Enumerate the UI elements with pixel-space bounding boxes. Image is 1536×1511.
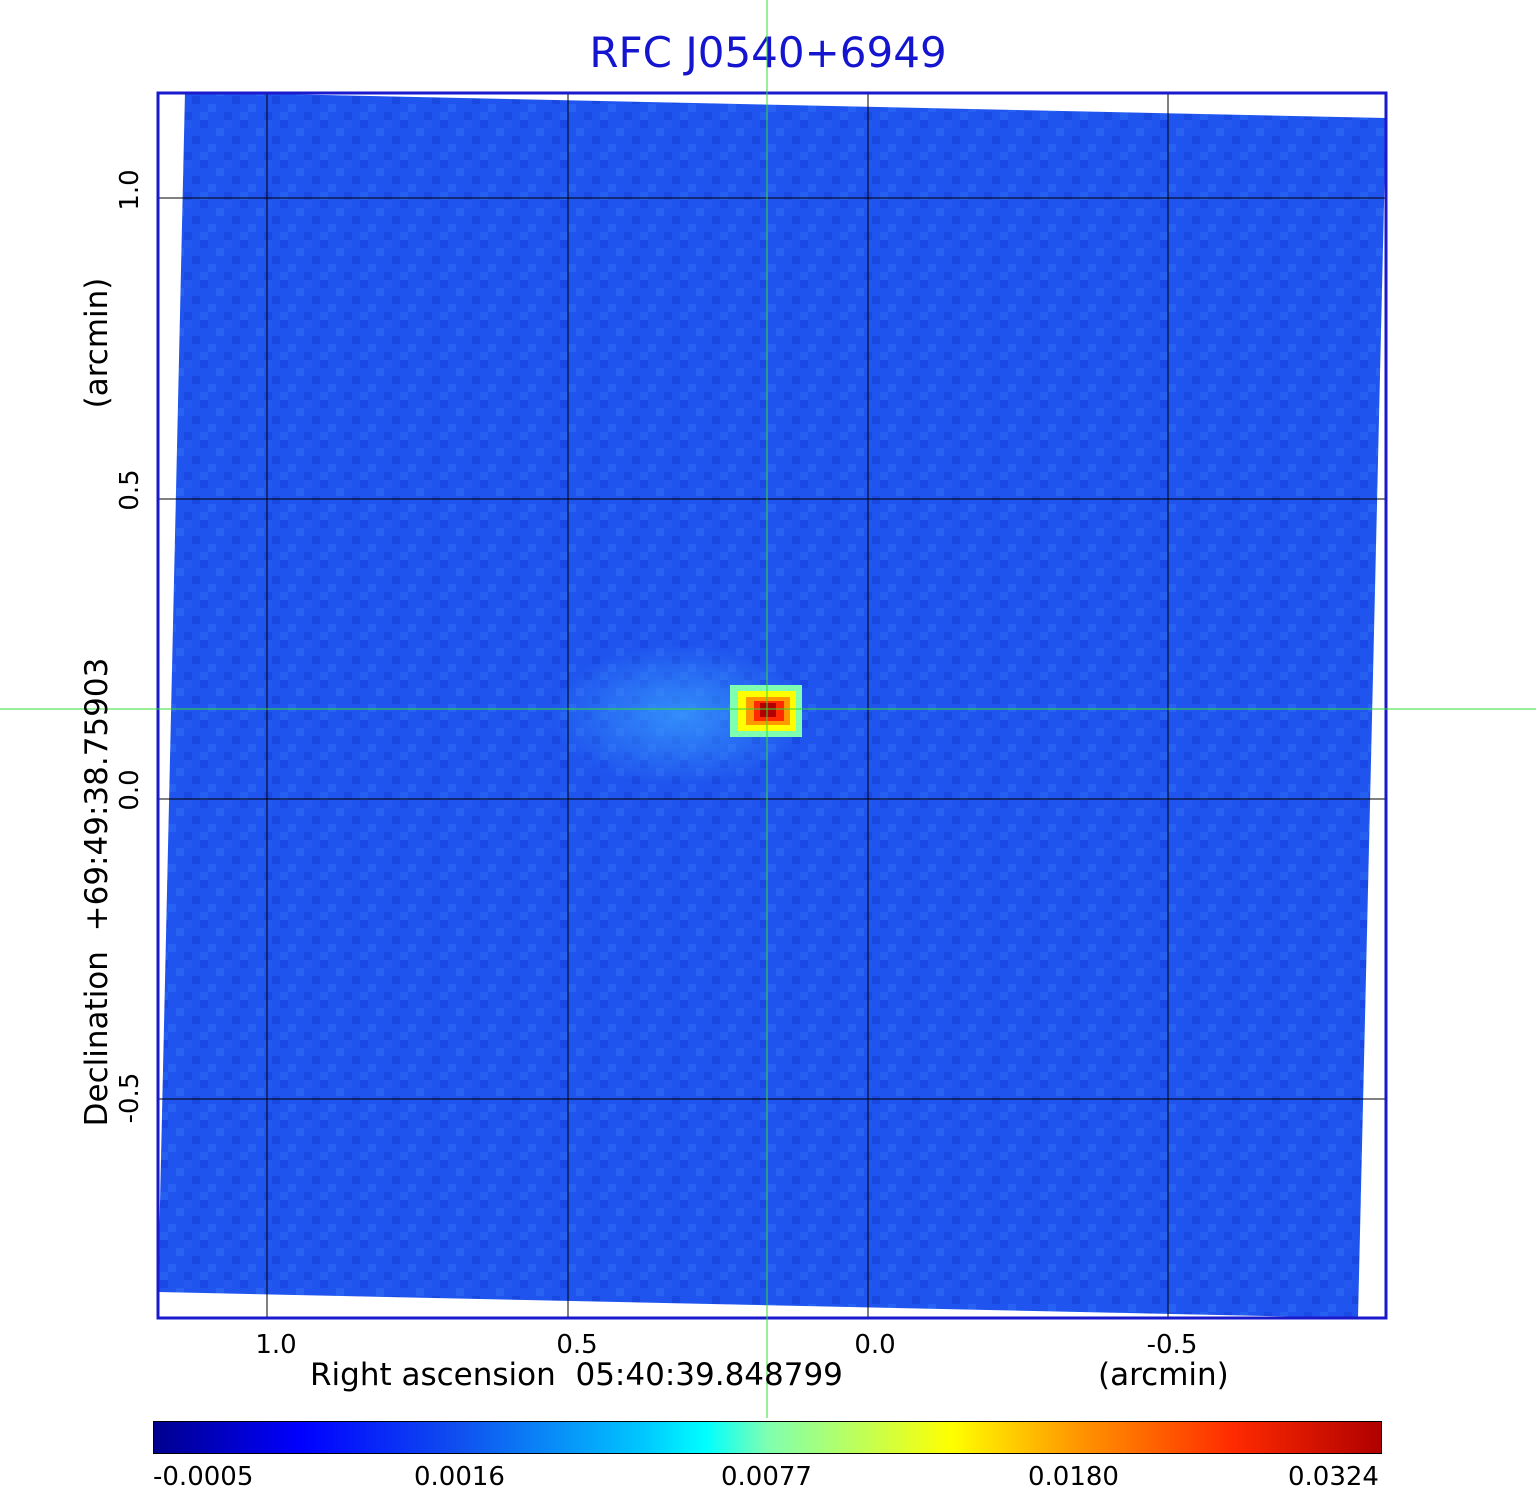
coordinate-grid <box>158 93 1386 1318</box>
y-tick-label: 0.0 <box>115 769 145 811</box>
crosshair[interactable] <box>0 0 1536 1418</box>
colorbar-tick-label: 0.0077 <box>721 1462 812 1492</box>
x-tick-label: 0.5 <box>556 1330 598 1360</box>
colorbar-tick-label: 0.0180 <box>1028 1462 1119 1492</box>
x-tick-label: 1.0 <box>255 1330 297 1360</box>
plot-frame <box>156 91 1388 1320</box>
x-tick-label: 0.0 <box>854 1330 896 1360</box>
y-tick-label: 0.5 <box>115 469 145 511</box>
colorbar <box>153 1421 1382 1454</box>
y-tick-label: -0.5 <box>115 1072 145 1124</box>
colorbar-tick-label: 0.0324 <box>1288 1462 1379 1492</box>
x-axis-label: Right ascension 05:40:39.848799 <box>310 1357 843 1393</box>
x-tick-label: -0.5 <box>1146 1330 1198 1360</box>
colorbar-tick-label: -0.0005 <box>153 1462 254 1492</box>
y-axis-label: Declination +69:49:38.75903 <box>79 657 115 1127</box>
bright-source <box>730 685 802 737</box>
colorbar-tick-label: 0.0016 <box>414 1462 505 1492</box>
diffuse-emission <box>550 645 810 785</box>
y-axis-unit: (arcmin) <box>79 277 115 409</box>
y-tick-label: 1.0 <box>115 169 145 211</box>
x-axis-unit: (arcmin) <box>1098 1357 1229 1393</box>
image-title: RFC J0540+6949 <box>589 28 947 77</box>
